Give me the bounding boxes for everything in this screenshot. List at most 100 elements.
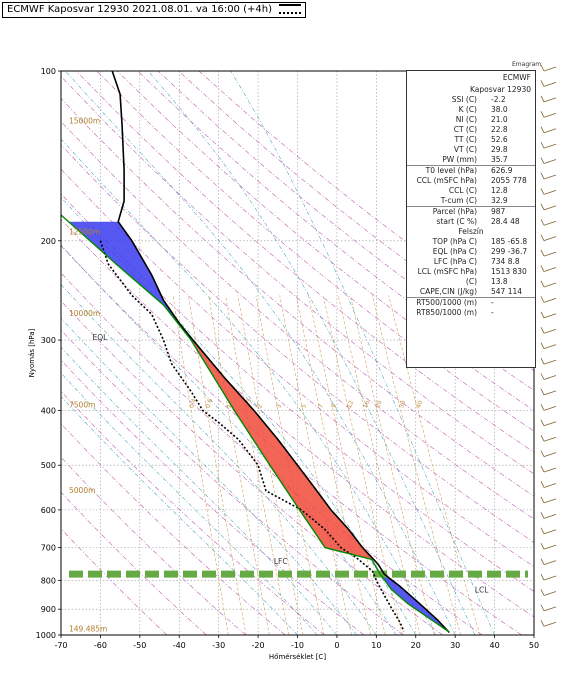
wind-barb-staff: [543, 328, 557, 334]
mixing-ratio-line: [208, 295, 270, 635]
moist-adiabat: [61, 138, 436, 635]
wind-barb-staff: [543, 205, 557, 211]
wind-barb-staff: [543, 344, 557, 350]
wind-barb: [540, 95, 557, 103]
index-header-model: ECMWF: [502, 73, 531, 82]
dry-adiabat: [61, 329, 404, 635]
index-table: ECMWF Kaposvar 12930 SSI (C) -2.2 K (C) 38.…: [406, 70, 536, 368]
y-tick-label: 300: [41, 336, 56, 345]
index-key: NI (C): [455, 115, 477, 124]
wind-barb: [540, 311, 557, 319]
mixing-ratio-label: 40: [415, 400, 424, 410]
x-tick-label: -30: [212, 641, 225, 650]
height-label: 7500m: [69, 400, 95, 409]
index-row: CT (C) 22.8: [407, 125, 535, 135]
wind-barb: [540, 188, 557, 195]
y-tick-label: 400: [41, 407, 56, 416]
dry-adiabat: [61, 390, 325, 635]
index-key: T0 level (hPa): [425, 166, 477, 175]
wind-barb-flag: [540, 249, 545, 257]
wind-barb-staff: [543, 97, 557, 103]
index-value: -: [491, 308, 494, 317]
mixing-ratio-line: [188, 295, 247, 635]
mixing-ratio-label: 9: [330, 403, 338, 409]
wind-barb: [540, 558, 557, 565]
mixing-ratio-line: [322, 295, 403, 635]
wind-barb: [540, 481, 557, 488]
wind-barb: [540, 357, 557, 365]
x-tick-label: 10: [371, 641, 381, 650]
wind-barb-staff: [543, 128, 557, 134]
mixing-ratio-line: [172, 295, 229, 635]
mixing-ratio-label: 16: [362, 400, 371, 410]
wind-barb-flag: [540, 172, 545, 180]
wind-barb-staff: [543, 313, 557, 319]
y-tick-label: 700: [41, 544, 56, 553]
wind-barb-flag: [540, 265, 545, 272]
wind-barb-flag: [540, 450, 545, 457]
index-row: TT (C) 52.6: [407, 135, 535, 145]
index-value: 28.4 48: [491, 217, 520, 226]
height-label: 15000m: [69, 117, 100, 126]
wind-barb-staff: [543, 112, 557, 118]
moist-adiabat: [61, 317, 357, 635]
index-row: K (C) 38.0: [407, 105, 535, 115]
x-tick-label: 20: [411, 641, 421, 650]
y-tick-label: 600: [41, 506, 56, 515]
mixing-ratio-label: 7: [317, 403, 325, 409]
index-key: (C): [465, 277, 477, 286]
y-tick-label: 200: [41, 237, 56, 246]
wind-barb-staff: [543, 190, 557, 195]
index-row: CCL (C) 12.8: [407, 186, 535, 196]
moist-adiabat: [147, 71, 476, 635]
wind-barb-staff: [543, 452, 557, 458]
cin-area-upper: [68, 221, 193, 340]
index-key: PW (mm): [442, 155, 477, 164]
wind-barb: [540, 404, 557, 411]
x-tick-label: -10: [291, 641, 304, 650]
moist-adiabat: [61, 395, 298, 635]
mixing-ratio-label: 30: [398, 400, 407, 410]
dry-adiabat: [137, 71, 534, 391]
wind-barb-staff: [543, 282, 557, 288]
x-tick-label: 40: [489, 641, 499, 650]
wind-barb-flag: [540, 573, 545, 581]
wind-barb-flag: [540, 465, 545, 473]
wind-barb-flag: [540, 620, 545, 627]
wind-barb: [540, 589, 557, 596]
wind-barb: [540, 465, 557, 473]
labels-layer: 15000m 12500m 10000m 7500m 5000m 149.485m EQL L…: [69, 117, 489, 634]
wind-barb-flag: [540, 95, 545, 103]
y-axis-label: Nyomás [hPa]: [28, 328, 36, 377]
index-row: VT (C) 29.8: [407, 145, 535, 155]
wind-barb-flag: [540, 404, 545, 411]
index-key: RT500/1000 (m): [416, 298, 477, 307]
wind-barb: [540, 527, 557, 535]
index-value: 52.6: [491, 135, 508, 144]
wind-barb-flag: [540, 512, 545, 519]
wind-barb-staff: [543, 621, 557, 627]
wind-barb: [540, 141, 557, 149]
wind-barb: [540, 327, 557, 334]
wind-barb: [540, 280, 557, 288]
wind-barb-flag: [540, 543, 545, 550]
wind-barb-staff: [543, 359, 557, 365]
wind-barb: [540, 373, 557, 380]
mixing-ratio-line: [338, 295, 421, 635]
wind-barb-staff: [543, 483, 557, 488]
moist-adiabat: [61, 346, 338, 635]
emagram-label: Emagram: [512, 61, 542, 68]
wind-barb-flag: [540, 589, 545, 596]
dry-adiabat: [61, 456, 246, 635]
wind-barb-flag: [540, 357, 545, 365]
index-row: RT500/1000 (m) -: [407, 298, 535, 308]
cape-area: [191, 340, 374, 560]
index-value: 32.9: [491, 196, 508, 205]
height-label: 149.485m: [69, 624, 107, 633]
wind-barb-staff: [543, 544, 557, 550]
index-row: (C) 13.8: [407, 277, 535, 287]
wind-barb-staff: [543, 143, 557, 149]
wind-barb-staff: [543, 606, 557, 612]
index-value: 21.0: [491, 115, 508, 124]
